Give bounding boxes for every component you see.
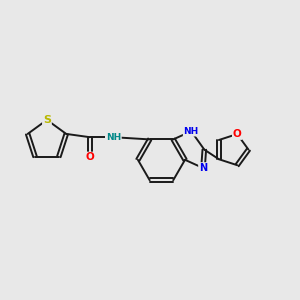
Text: NH: NH [106, 133, 121, 142]
Text: S: S [43, 115, 51, 125]
Text: N: N [199, 163, 207, 173]
Text: NH: NH [184, 127, 199, 136]
Text: O: O [85, 152, 94, 163]
Text: O: O [233, 129, 242, 139]
